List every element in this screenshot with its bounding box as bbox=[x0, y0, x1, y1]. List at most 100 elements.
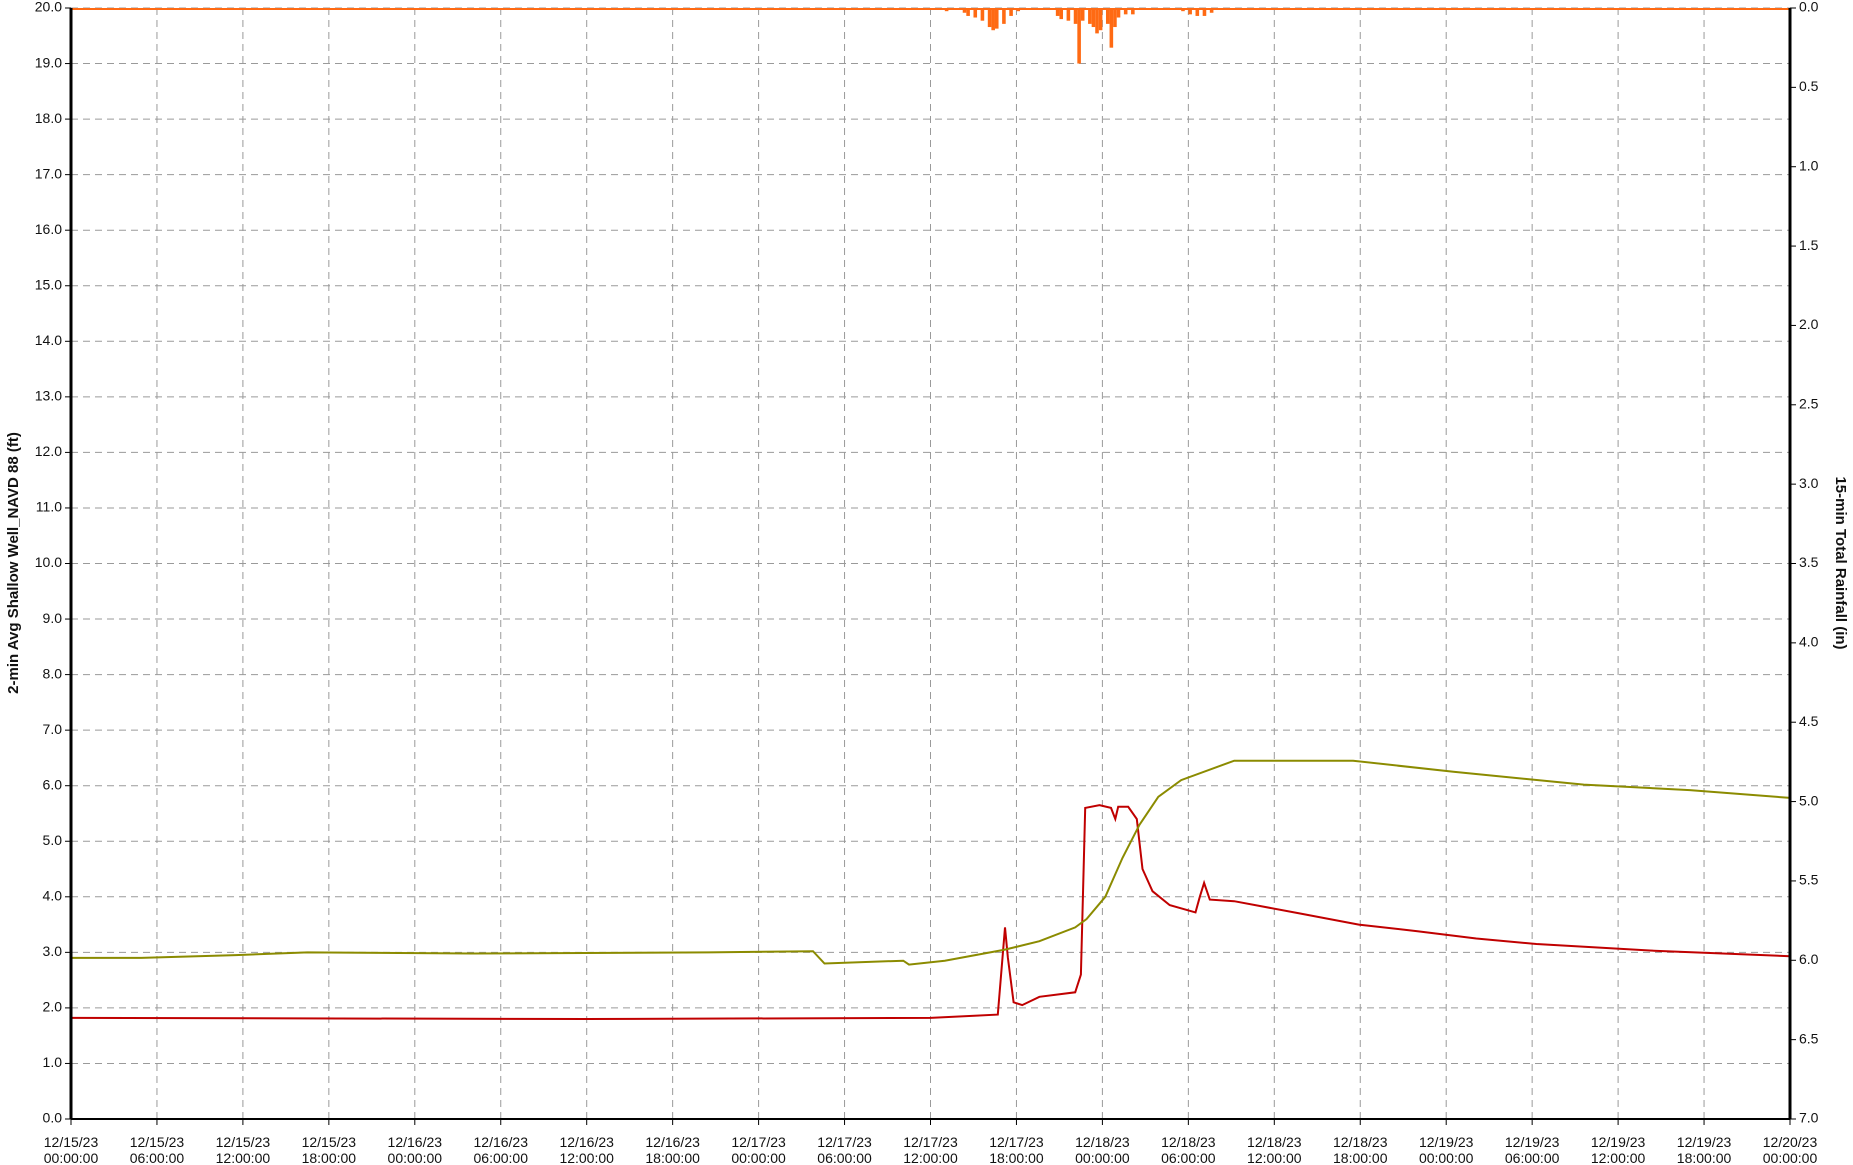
y-tick-label: 6.0 bbox=[43, 776, 63, 792]
rain-bar bbox=[1131, 8, 1135, 15]
x-tick-label-line: 00:00:00 bbox=[1419, 1150, 1474, 1165]
y2-tick-label: 0.0 bbox=[1799, 0, 1819, 15]
x-tick-label: 12/19/23 18:00:00 bbox=[1677, 1134, 1732, 1165]
y-tick-label: 8.0 bbox=[43, 665, 63, 681]
series-line bbox=[70, 804, 1791, 1021]
y2-tick-label: 2.5 bbox=[1799, 395, 1819, 411]
y-tick-label: 3.0 bbox=[43, 943, 63, 959]
x-tick-label-line: 06:00:00 bbox=[1505, 1150, 1560, 1165]
y-tick-label: 11.0 bbox=[36, 499, 62, 515]
y-axis-title: 2-min Avg Shallow Well_NAVD 88 (ft) bbox=[5, 432, 22, 694]
x-tick-label: 12/15/23 12:00:00 bbox=[216, 1134, 271, 1165]
x-tick-label-line: 12/16/23 bbox=[559, 1134, 614, 1150]
y2-tick-label: 5.5 bbox=[1799, 872, 1819, 888]
x-tick-label: 12/20/23 00:00:00 bbox=[1763, 1134, 1818, 1165]
y-tick-label: 0.0 bbox=[43, 1110, 63, 1126]
y-tick-label: 13.0 bbox=[35, 388, 62, 404]
x-tick-label-line: 12:00:00 bbox=[1247, 1150, 1302, 1165]
x-tick-label: 12/15/23 06:00:00 bbox=[130, 1134, 185, 1165]
x-tick-label-line: 12/18/23 bbox=[1247, 1134, 1302, 1150]
x-tick-label-line: 18:00:00 bbox=[1333, 1150, 1388, 1165]
y2-tick-label: 4.5 bbox=[1799, 713, 1819, 729]
x-tick-label: 12/16/23 00:00:00 bbox=[388, 1134, 443, 1165]
x-tick-label-line: 12/16/23 bbox=[474, 1134, 529, 1150]
x-tick-label: 12/16/23 12:00:00 bbox=[559, 1134, 614, 1165]
x-tick-label: 12/17/23 18:00:00 bbox=[989, 1134, 1044, 1165]
rain-bar bbox=[1066, 8, 1071, 21]
x-tick-label-line: 18:00:00 bbox=[302, 1150, 357, 1165]
y-tick-label: 5.0 bbox=[43, 832, 63, 848]
x-tick-label: 12/15/23 00:00:00 bbox=[44, 1134, 99, 1165]
rain-bar bbox=[1009, 8, 1013, 16]
x-tick-label: 12/18/23 18:00:00 bbox=[1333, 1134, 1388, 1165]
x-tick-label-line: 18:00:00 bbox=[1677, 1150, 1732, 1165]
y-tick-label: 9.0 bbox=[43, 610, 63, 626]
rain-bar bbox=[1059, 8, 1064, 20]
y-tick-label: 10.0 bbox=[35, 554, 62, 570]
rain-bar bbox=[1209, 8, 1214, 13]
rain-bar bbox=[994, 8, 999, 29]
x-tick-label: 12/18/23 06:00:00 bbox=[1161, 1134, 1216, 1165]
y2-tick-label: 0.5 bbox=[1799, 78, 1819, 94]
x-tick-label-line: 06:00:00 bbox=[817, 1150, 872, 1165]
rain-bar bbox=[991, 8, 995, 31]
rain-bar bbox=[1113, 8, 1117, 28]
rain-bar bbox=[987, 8, 992, 28]
y2-tick-label: 3.0 bbox=[1799, 475, 1819, 491]
y-tick-label: 12.0 bbox=[35, 443, 62, 459]
rain-bar bbox=[1088, 8, 1092, 24]
x-tick-label: 12/15/23 18:00:00 bbox=[302, 1134, 357, 1165]
x-tick-label-line: 12/18/23 bbox=[1333, 1134, 1388, 1150]
rain-bar bbox=[1116, 8, 1121, 18]
x-tick-label: 12/16/23 18:00:00 bbox=[645, 1134, 700, 1165]
x-tick-label-line: 12/18/23 bbox=[1075, 1134, 1130, 1150]
x-tick-label-line: 12:00:00 bbox=[1591, 1150, 1646, 1165]
x-tick-label-line: 00:00:00 bbox=[388, 1150, 443, 1165]
y2-tick-label: 4.0 bbox=[1799, 634, 1819, 650]
y-tick-label: 17.0 bbox=[35, 165, 62, 181]
x-tick-label-line: 12/15/23 bbox=[216, 1134, 271, 1150]
x-tick-label-line: 18:00:00 bbox=[989, 1150, 1044, 1165]
y2-tick-label: 1.0 bbox=[1799, 157, 1819, 173]
x-tick-label-line: 12/16/23 bbox=[388, 1134, 443, 1150]
rain-bar bbox=[1080, 8, 1085, 21]
x-tick-label-line: 00:00:00 bbox=[44, 1150, 99, 1165]
x-tick-label: 12/19/23 00:00:00 bbox=[1419, 1134, 1474, 1165]
rain-bar bbox=[973, 8, 978, 18]
x-tick-label-line: 00:00:00 bbox=[1075, 1150, 1130, 1165]
y-tick-label: 7.0 bbox=[43, 721, 63, 737]
x-tick-label: 12/16/23 06:00:00 bbox=[474, 1134, 529, 1165]
x-tick-label-line: 12/15/23 bbox=[130, 1134, 185, 1150]
rain-bar bbox=[1073, 8, 1078, 24]
rain-bar bbox=[1195, 8, 1200, 16]
x-tick-label-line: 12/17/23 bbox=[731, 1134, 786, 1150]
y2-tick-label: 6.5 bbox=[1799, 1030, 1819, 1046]
rain-bar bbox=[1123, 8, 1128, 15]
x-tick-label-line: 12:00:00 bbox=[559, 1150, 614, 1165]
y2-axis-title: 15-min Total Rainfall (in) bbox=[1832, 476, 1849, 649]
x-tick-label-line: 12/15/23 bbox=[302, 1134, 357, 1150]
x-tick-label-line: 12/19/23 bbox=[1677, 1134, 1732, 1150]
x-tick-label-line: 12/17/23 bbox=[989, 1134, 1044, 1150]
x-tick-label: 12/17/23 00:00:00 bbox=[731, 1134, 786, 1165]
x-tick-label: 12/18/23 12:00:00 bbox=[1247, 1134, 1302, 1165]
x-tick-label-line: 12/16/23 bbox=[645, 1134, 700, 1150]
x-tick-label-line: 12/18/23 bbox=[1161, 1134, 1216, 1150]
y-tick-label: 1.0 bbox=[43, 1054, 63, 1070]
x-tick-label: 12/19/23 06:00:00 bbox=[1505, 1134, 1560, 1165]
y2-tick-label: 7.0 bbox=[1799, 1110, 1819, 1126]
rain-bar bbox=[1077, 8, 1081, 64]
y2-tick-label: 5.0 bbox=[1799, 792, 1819, 808]
y-tick-label: 19.0 bbox=[35, 54, 62, 70]
x-tick-label-line: 06:00:00 bbox=[474, 1150, 529, 1165]
y-tick-label: 18.0 bbox=[35, 110, 62, 126]
rain-bar bbox=[1105, 8, 1110, 24]
y-tick-label: 4.0 bbox=[43, 888, 63, 904]
y-tick-label: 20.0 bbox=[35, 0, 62, 15]
rain-bar bbox=[962, 8, 967, 13]
y-tick-label: 2.0 bbox=[43, 999, 63, 1015]
x-tick-label-line: 00:00:00 bbox=[731, 1150, 786, 1165]
y2-tick-label: 3.5 bbox=[1799, 554, 1819, 570]
x-tick-label-line: 12:00:00 bbox=[216, 1150, 271, 1165]
rain-bar bbox=[980, 8, 985, 21]
